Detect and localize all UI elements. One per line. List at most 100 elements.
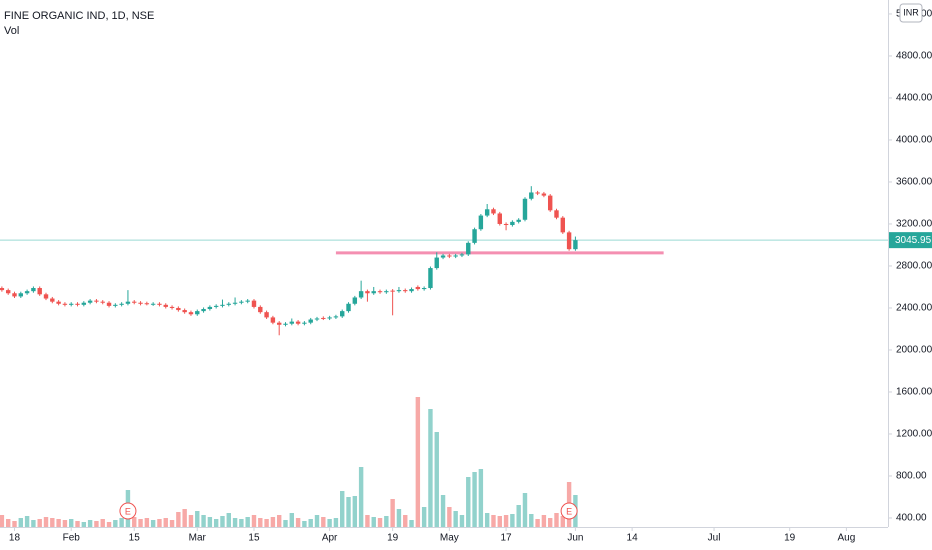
y-tick-label: 3600.00	[896, 177, 932, 188]
x-tick-label: Jun	[567, 533, 583, 544]
volume-bar	[484, 513, 490, 527]
volume-bar	[440, 495, 446, 527]
event-marker	[560, 502, 578, 520]
candle-body	[352, 297, 358, 304]
volume-bar	[270, 517, 276, 527]
candle-body	[321, 317, 326, 319]
volume-bar	[522, 493, 528, 527]
candle-body	[409, 289, 414, 292]
candle-body	[371, 291, 376, 294]
candle-body	[547, 195, 553, 211]
candle-body	[560, 217, 566, 233]
volume-bar	[295, 518, 301, 527]
volume-bar	[37, 519, 42, 527]
candle-body	[144, 303, 150, 305]
candle-body	[258, 306, 263, 313]
volume-bar	[207, 517, 213, 527]
candle-body	[428, 268, 433, 289]
candle-body	[24, 291, 30, 294]
volume-bar	[138, 519, 143, 527]
currency-badge	[899, 3, 923, 23]
y-tick-label: 2000.00	[896, 345, 932, 356]
volume-bar	[132, 517, 137, 527]
candle-body	[245, 300, 250, 302]
volume-bar	[0, 515, 5, 527]
volume-bar	[535, 519, 540, 527]
candle-body	[213, 305, 219, 307]
volume-bar	[560, 516, 566, 527]
candle-body	[264, 312, 269, 318]
x-tick-label: Feb	[63, 533, 81, 544]
candle-body	[447, 255, 452, 257]
volume-bar	[516, 505, 521, 527]
volume-bar	[352, 496, 358, 527]
candle-body	[484, 209, 490, 216]
volume-bar	[258, 518, 263, 527]
x-tick-label: Jul	[708, 533, 721, 544]
event-label: E	[566, 506, 572, 516]
volume-bar	[251, 515, 257, 527]
volume-bar	[182, 509, 187, 527]
volume-bar	[396, 509, 402, 527]
y-tick-label: 800.00	[896, 471, 927, 482]
volume-bar	[5, 519, 11, 527]
volume-bar	[50, 518, 55, 527]
x-tick-label: May	[440, 533, 459, 544]
candle-body	[100, 301, 105, 303]
candle-body	[220, 304, 225, 306]
candle-body	[440, 255, 446, 258]
y-tick-label: 1200.00	[896, 429, 932, 440]
candle-body	[453, 255, 458, 257]
candle-body	[132, 301, 137, 303]
y-tick-label: 4800.00	[896, 51, 932, 62]
candle-body	[182, 310, 187, 313]
volume-bar	[157, 519, 162, 527]
y-tick-label: 2800.00	[896, 261, 932, 272]
volume-bar	[87, 520, 93, 527]
candle-body	[18, 293, 24, 297]
volume-bar	[428, 409, 433, 527]
candle-body	[0, 288, 5, 291]
volume-bar	[358, 467, 364, 527]
candle-body	[81, 302, 87, 305]
volume-bar	[150, 520, 156, 527]
candle-body	[308, 319, 313, 323]
candle-body	[157, 303, 162, 305]
volume-bar	[333, 518, 339, 527]
last-price-box	[889, 232, 932, 249]
candle-body	[516, 219, 521, 222]
volume-bar	[447, 507, 452, 527]
candle-body	[62, 303, 68, 305]
candle-body	[5, 290, 11, 294]
volume-bar	[12, 521, 17, 527]
candle-body	[377, 291, 383, 293]
candle-body	[125, 301, 131, 304]
candle-body	[390, 290, 395, 292]
volume-bar	[226, 513, 231, 527]
candle-body	[340, 311, 345, 317]
x-tick-label: 15	[248, 533, 260, 544]
event-label: E	[125, 506, 131, 516]
candle-body	[276, 322, 282, 325]
candle-body	[56, 301, 61, 304]
candle-body	[295, 321, 301, 324]
volume-bar	[276, 515, 282, 527]
candle-body	[232, 302, 238, 304]
volume-bar	[529, 514, 534, 527]
plot-area	[0, 186, 888, 527]
volume-bar	[321, 517, 326, 527]
candle-body	[346, 303, 351, 312]
volume-bar	[346, 497, 351, 527]
volume-label: Vol	[4, 25, 19, 37]
volume-bar	[75, 521, 80, 527]
candle-body	[37, 288, 42, 295]
volume-bar	[421, 507, 427, 527]
volume-bar	[453, 511, 458, 527]
x-tick-label: 14	[627, 533, 639, 544]
volume-bar	[188, 515, 194, 527]
candle-body	[75, 303, 80, 305]
candle-body	[384, 291, 389, 293]
volume-bar	[106, 522, 112, 527]
volume-bar	[113, 520, 118, 527]
